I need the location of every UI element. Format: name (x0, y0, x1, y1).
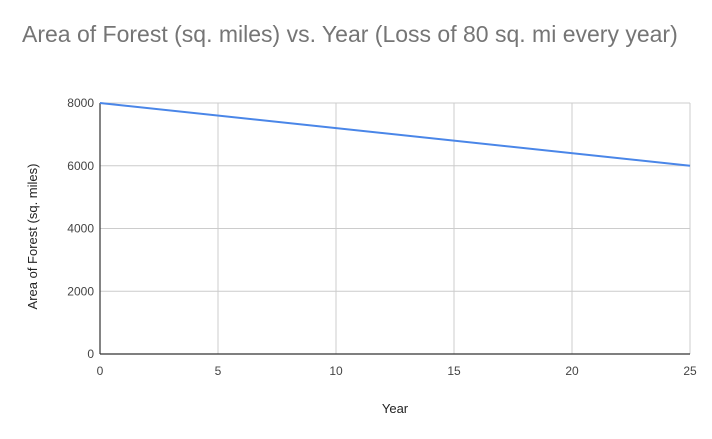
x-tick-label: 5 (215, 364, 222, 378)
x-tick-labels: 0 5 10 15 20 25 (97, 364, 697, 378)
y-tick-label: 0 (87, 347, 94, 361)
y-tick-label: 2000 (67, 284, 94, 298)
grid-lines (100, 102, 691, 354)
x-tick-label: 0 (97, 364, 104, 378)
x-tick-label: 20 (565, 364, 579, 378)
chart-title: Area of Forest (sq. miles) vs. Year (Los… (22, 21, 678, 47)
x-tick-label: 15 (447, 364, 461, 378)
y-axis-title: Area of Forest (sq. miles) (25, 164, 40, 310)
x-tick-label: 10 (329, 364, 343, 378)
x-tick-label: 25 (683, 364, 697, 378)
x-axis-title: Year (382, 401, 409, 416)
y-tick-label: 6000 (67, 159, 94, 173)
y-tick-labels: 0 2000 4000 6000 8000 (67, 96, 94, 361)
y-tick-label: 8000 (67, 96, 94, 110)
series-group (99, 102, 691, 167)
y-tick-label: 4000 (67, 222, 94, 236)
series-line (99, 102, 691, 167)
axes (99, 103, 690, 355)
